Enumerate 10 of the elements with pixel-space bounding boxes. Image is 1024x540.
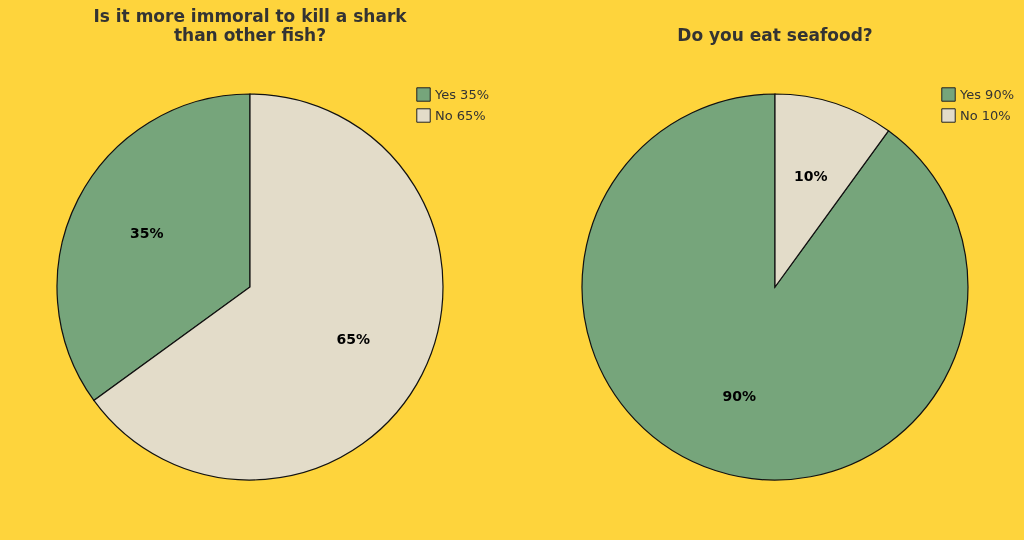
legend-label: Yes 90% (959, 86, 1015, 102)
legend-label: No 65% (435, 107, 486, 123)
data-label: 90% (722, 388, 756, 405)
chart-title: Is it more immoral to kill a shark than other fish? (93, 6, 408, 45)
data-label: 10% (794, 167, 828, 184)
legend-label: No 10% (960, 107, 1011, 123)
data-label: 35% (130, 225, 164, 242)
legend-label: Yes 35% (434, 86, 490, 102)
data-label: 65% (336, 330, 370, 347)
chart-title: Do you eat seafood? (677, 25, 873, 45)
